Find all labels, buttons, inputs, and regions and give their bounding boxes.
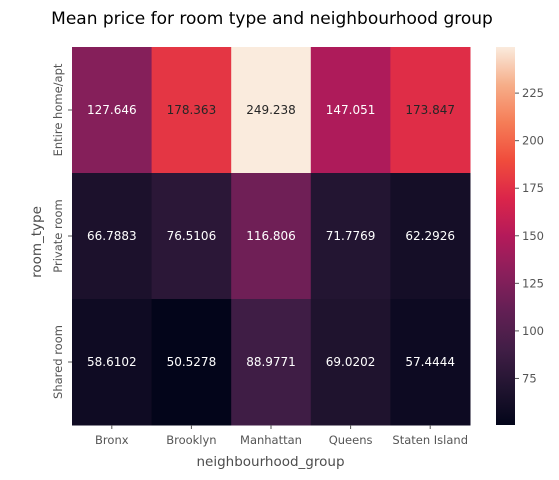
cell-value-label: 50.5278: [167, 355, 217, 369]
x-axis-label: neighbourhood_group: [196, 454, 344, 470]
y-axis-label: room_type: [29, 206, 45, 278]
cell-value-label: 173.847: [405, 103, 455, 117]
colorbar-tick-label: 175: [522, 181, 544, 195]
x-tick-label: Queens: [329, 433, 373, 447]
cell-value-label: 62.2926: [405, 229, 455, 243]
heatmap-cells: 127.646 178.363 249.238 147.051 173.847 66.78…: [72, 47, 471, 426]
cell-value-label: 127.646: [87, 103, 137, 117]
cell-value-label: 76.5106: [167, 229, 217, 243]
colorbar-tick-label: 75: [522, 371, 537, 385]
chart-title: Mean price for room type and neighbourho…: [51, 9, 493, 29]
y-tick-label: Shared room: [51, 325, 65, 399]
cell-value-label: 57.4444: [405, 355, 455, 369]
colorbar-tick-label: 150: [522, 229, 544, 243]
colorbar-ticks: 75 100 125 150 175 200 225: [515, 86, 544, 385]
cell-value-label: 147.051: [326, 103, 376, 117]
x-tick-labels: Bronx Brooklyn Manhattan Queens Staten Islan…: [95, 425, 468, 447]
cell-value-label: 66.7883: [87, 229, 137, 243]
x-tick-label: Staten Island: [392, 433, 468, 447]
cell-value-label: 178.363: [167, 103, 217, 117]
cell-value-label: 88.9771: [246, 355, 296, 369]
x-tick-label: Manhattan: [240, 433, 302, 447]
cell-value-label: 116.806: [246, 229, 296, 243]
colorbar-tick-label: 225: [522, 86, 544, 100]
cell-value-label: 71.7769: [326, 229, 376, 243]
colorbar-tick-label: 125: [522, 276, 544, 290]
colorbar: [496, 47, 515, 425]
cell-value-label: 69.0202: [326, 355, 376, 369]
y-tick-label: Private room: [51, 199, 65, 273]
y-tick-labels: Entire home/apt Private room Shared room: [51, 63, 72, 399]
y-tick-label: Entire home/apt: [51, 63, 65, 156]
colorbar-tick-label: 100: [522, 324, 544, 338]
x-tick-label: Brooklyn: [166, 433, 216, 447]
cell-value-label: 249.238: [246, 103, 296, 117]
x-tick-label: Bronx: [95, 433, 129, 447]
cell-value-label: 58.6102: [87, 355, 137, 369]
colorbar-tick-label: 200: [522, 134, 544, 148]
